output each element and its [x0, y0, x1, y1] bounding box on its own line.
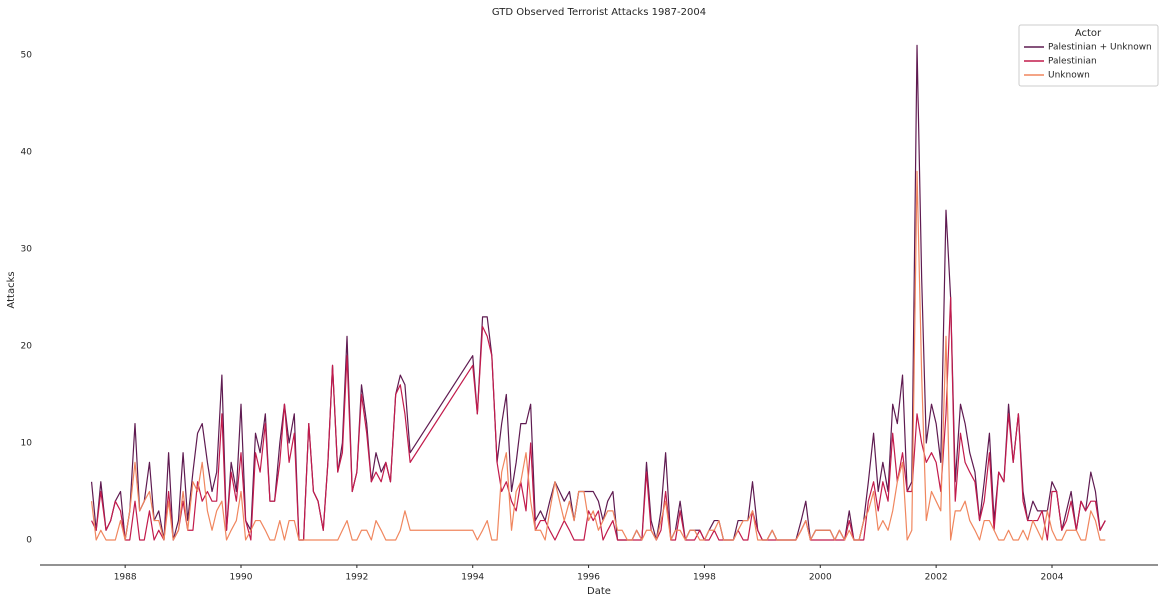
x-tick-label: 2002 [925, 573, 948, 583]
series-line [90, 170, 1106, 541]
y-tick-label: 50 [21, 51, 33, 61]
chart-title: GTD Observed Terrorist Attacks 1987-2004 [492, 7, 706, 18]
y-tick-label: 10 [21, 438, 33, 448]
x-tick-label: 2004 [1041, 573, 1064, 583]
y-tick-label: 30 [21, 245, 33, 255]
legend-label: Unknown [1048, 71, 1090, 81]
x-tick-label: 1992 [345, 573, 368, 583]
y-tick-label: 40 [21, 148, 33, 158]
x-tick-label: 1996 [577, 573, 600, 583]
x-tick-label: 1990 [230, 573, 253, 583]
series-line [90, 44, 1106, 541]
legend-box [1018, 24, 1159, 87]
y-tick-label: 0 [26, 535, 32, 545]
x-axis-label: Date [587, 586, 611, 597]
legend-label: Palestinian [1048, 57, 1097, 67]
legend-title: Actor [1075, 28, 1102, 39]
legend-label: Palestinian + Unknown [1048, 43, 1152, 53]
x-tick-label: 1988 [114, 573, 137, 583]
x-tick-label: 1994 [461, 573, 484, 583]
y-axis-label: Attacks [6, 271, 17, 308]
x-tick-label: 2000 [809, 573, 832, 583]
y-tick-label: 20 [21, 341, 33, 351]
x-tick-label: 1998 [693, 573, 716, 583]
legend: Actor Palestinian + Unknown Palestinian Un… [1018, 24, 1159, 87]
